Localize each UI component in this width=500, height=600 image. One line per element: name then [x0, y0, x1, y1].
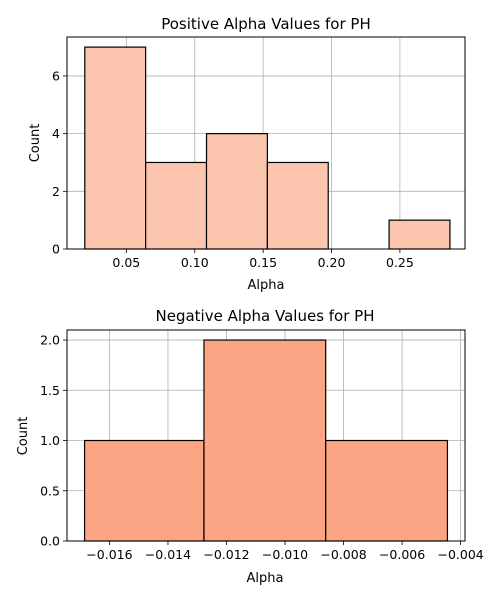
y-tick-label: 1.0: [40, 433, 60, 448]
histogram-bar: [388, 219, 451, 250]
x-tick-label: 0.10: [181, 255, 209, 270]
y-tick-label: 0.5: [40, 483, 60, 498]
y-ticks: 0 2 4 6: [52, 68, 67, 257]
x-ticks: 0.05 0.10 0.15 0.20 0.25: [112, 249, 414, 270]
x-tick-label: 0.15: [249, 255, 277, 270]
y-ticks: 0.0 0.5 1.0 1.5 2.0: [40, 333, 67, 549]
histogram-bar: [83, 439, 205, 542]
x-axis-label: Alpha: [247, 571, 284, 586]
plot-frame: [66, 36, 466, 250]
y-tick-label: 4: [52, 126, 60, 141]
x-tick-label: −0.006: [379, 547, 425, 562]
chart-title: Positive Alpha Values for PH: [161, 15, 371, 33]
plot-frame: [66, 329, 466, 542]
x-tick-label: −0.016: [86, 547, 132, 562]
subplot-negative: Negative Alpha Values for PH −0.016 −0.01…: [16, 307, 484, 586]
bars: [84, 46, 451, 250]
x-ticks: −0.016 −0.014 −0.012 −0.010 −0.008 −0.006 −0.0…: [86, 541, 484, 562]
x-tick-label: 0.25: [386, 255, 414, 270]
y-tick-label: 6: [52, 68, 60, 83]
x-tick-label: −0.008: [320, 547, 366, 562]
y-tick-label: 0.0: [40, 534, 60, 549]
histogram-bar: [145, 161, 208, 250]
x-axis-label: Alpha: [248, 278, 285, 293]
x-tick-label: 0.05: [112, 255, 140, 270]
histogram-bar: [325, 439, 449, 542]
x-tick-label: −0.010: [262, 547, 308, 562]
histogram-bar: [203, 339, 327, 542]
y-tick-label: 2: [52, 184, 60, 199]
histogram-bar: [266, 161, 329, 250]
y-tick-label: 2.0: [40, 333, 60, 348]
x-tick-label: −0.014: [145, 547, 191, 562]
histogram-bar: [84, 46, 147, 250]
subplot-positive: Positive Alpha Values for PH 0.05 0.10 0.1…: [28, 15, 466, 293]
y-tick-label: 1.5: [40, 383, 60, 398]
y-tick-label: 0: [52, 242, 60, 257]
x-tick-label: 0.20: [318, 255, 346, 270]
x-tick-label: −0.004: [437, 547, 483, 562]
y-axis-label: Count: [16, 417, 31, 456]
x-tick-label: −0.012: [203, 547, 249, 562]
histogram-bar: [205, 133, 268, 250]
bars: [83, 339, 449, 542]
chart-title: Negative Alpha Values for PH: [156, 307, 375, 325]
y-axis-label: Count: [28, 124, 43, 163]
